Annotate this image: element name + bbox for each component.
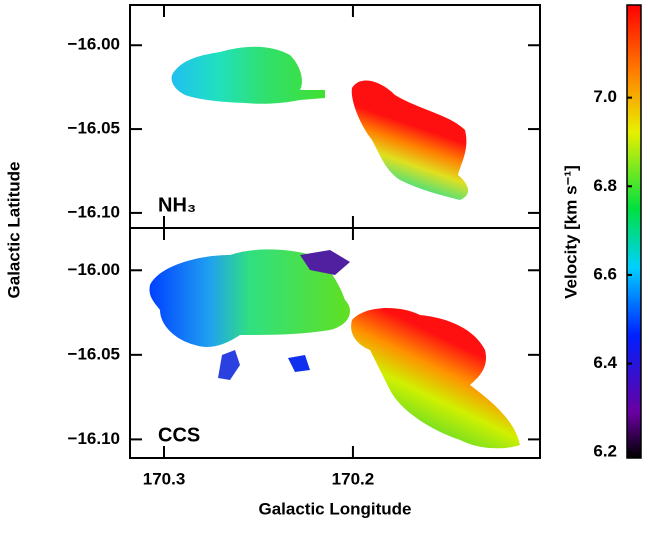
y-tick-label: −16.10 <box>68 202 120 221</box>
y-axis-label: Galactic Latitude <box>4 162 23 299</box>
x-tick-label: 170.2 <box>332 469 375 488</box>
colorbar <box>626 4 642 459</box>
colorbar-tick-label: 6.2 <box>593 442 617 461</box>
velocity-field <box>149 46 520 449</box>
colorbar-tick-label: 7.0 <box>593 87 617 106</box>
ccs-blue-patch <box>288 355 310 372</box>
ccs-blue-patch <box>218 350 240 380</box>
x-axis-label: Galactic Longitude <box>258 499 411 518</box>
y-tick-label: −16.05 <box>68 119 120 138</box>
nh3-east-clump <box>351 80 469 200</box>
colorbar-tick-label: 6.8 <box>593 176 617 195</box>
colorbar-label: Velocity [km s⁻¹] <box>561 165 580 299</box>
nh3-west-clump <box>171 46 325 104</box>
colorbar-tick-label: 6.6 <box>593 264 617 283</box>
panel-label: CCS <box>158 424 200 446</box>
ccs-purple-patch <box>300 250 350 275</box>
y-tick-label: −16.10 <box>68 429 120 448</box>
y-tick-label: −16.00 <box>68 35 120 54</box>
x-tick-label: 170.3 <box>143 469 186 488</box>
panel-label: NH₃ <box>158 194 196 216</box>
ccs-east-clump <box>351 308 520 449</box>
panel-frame <box>129 227 541 459</box>
y-tick-label: −16.00 <box>68 260 120 279</box>
ccs-west-clump <box>149 249 350 347</box>
colorbar-tick-label: 6.4 <box>593 353 617 372</box>
y-tick-label: −16.05 <box>68 344 120 363</box>
